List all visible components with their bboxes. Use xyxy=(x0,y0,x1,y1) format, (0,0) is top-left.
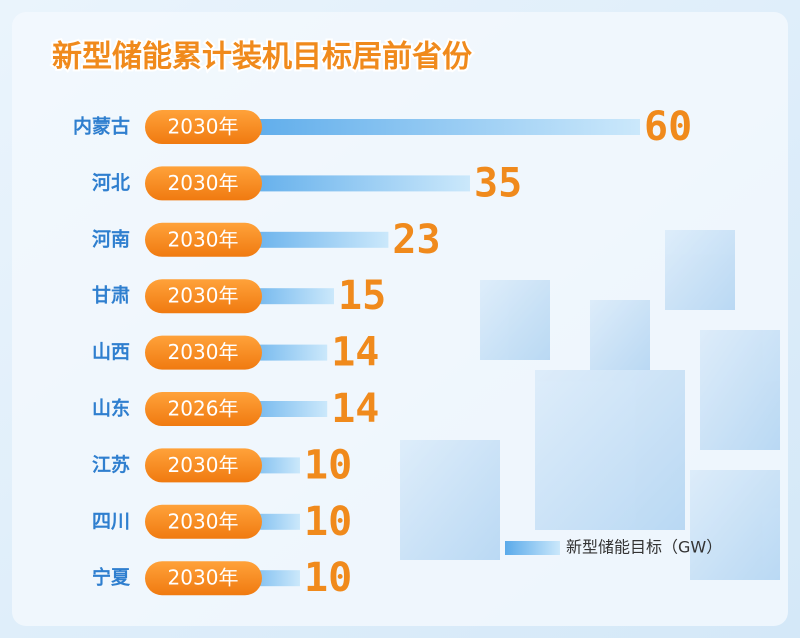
legend-label: 新型储能目标（GW） xyxy=(566,538,722,557)
category-label: 内蒙古 xyxy=(73,115,130,138)
year-label: 2030年 xyxy=(168,171,239,195)
year-pill xyxy=(145,561,262,596)
year-pill xyxy=(145,448,262,483)
bar xyxy=(232,175,470,192)
value-label: 14 xyxy=(331,386,379,432)
year-pill xyxy=(145,392,262,426)
value-label: 15 xyxy=(338,273,386,319)
year-pill xyxy=(145,279,262,314)
chart-title: 新型储能累计装机目标居前省份 xyxy=(52,40,472,75)
value-label: 35 xyxy=(474,160,522,206)
year-pill xyxy=(145,504,262,539)
year-label: 2026年 xyxy=(168,397,239,421)
value-label: 10 xyxy=(304,442,352,488)
bar xyxy=(232,119,640,135)
year-label: 2030年 xyxy=(168,115,239,139)
year-label: 2030年 xyxy=(168,340,239,364)
value-label: 60 xyxy=(644,104,692,150)
year-label: 2030年 xyxy=(168,284,239,308)
category-label: 山东 xyxy=(92,397,130,420)
year-pill xyxy=(145,166,262,201)
year-pill xyxy=(145,222,262,257)
year-label: 2030年 xyxy=(168,509,239,533)
category-label: 山西 xyxy=(92,341,130,363)
year-pill xyxy=(145,335,262,370)
year-label: 2030年 xyxy=(168,566,239,590)
value-label: 10 xyxy=(304,555,352,601)
decoration xyxy=(400,230,780,580)
year-label: 2030年 xyxy=(168,227,239,251)
value-label: 14 xyxy=(331,330,379,376)
category-label: 河北 xyxy=(92,172,130,194)
bar xyxy=(232,231,389,248)
category-label: 四川 xyxy=(92,510,130,532)
category-label: 甘肃 xyxy=(92,284,130,307)
category-label: 江苏 xyxy=(92,453,130,476)
year-pill xyxy=(145,110,262,144)
value-label: 10 xyxy=(304,499,352,545)
category-label: 河南 xyxy=(92,228,130,250)
value-label: 23 xyxy=(392,217,440,263)
legend-swatch xyxy=(505,541,560,555)
year-label: 2030年 xyxy=(168,453,239,477)
category-label: 宁夏 xyxy=(92,566,131,589)
